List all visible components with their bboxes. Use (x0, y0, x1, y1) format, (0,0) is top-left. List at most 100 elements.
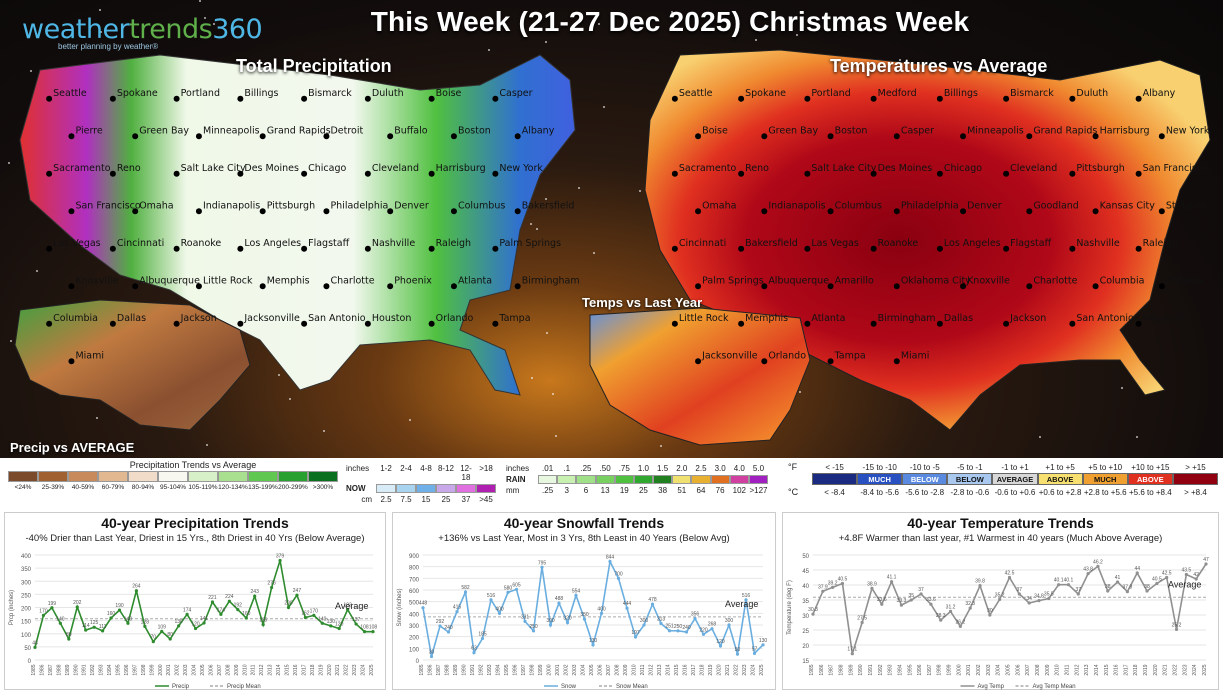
legend-label: >127 (749, 486, 768, 495)
star (659, 445, 662, 448)
data-point (354, 622, 358, 626)
legend-label: .75 (618, 464, 630, 473)
data-point (236, 608, 240, 612)
snow-chart-title: 40-year Snowfall Trends (503, 515, 665, 531)
legend-swatch (128, 471, 158, 482)
data-label: 795 (538, 560, 547, 566)
y-tick-label: 100 (21, 633, 32, 639)
x-tick-label: 1989 (848, 664, 854, 675)
x-tick-label: 2013 (1084, 664, 1090, 675)
x-tick-label: 1992 (479, 664, 485, 675)
x-tick-label: 2014 (1094, 664, 1100, 675)
x-tick-label: 2004 (581, 664, 587, 675)
data-label: 400 (597, 606, 606, 612)
legend-swatch (456, 484, 476, 493)
star (536, 227, 539, 230)
star (552, 392, 555, 395)
city-label: Harrisburg (436, 163, 486, 174)
legend-label: 200-299% (278, 484, 308, 491)
city-dot (671, 170, 678, 177)
legend-label: >18 (479, 464, 493, 473)
city-label: Los Angeles (944, 238, 1001, 249)
data-label: 50 (735, 647, 741, 653)
city-label: Detroit (330, 125, 363, 136)
legend-label: 25 (441, 495, 451, 504)
star (545, 197, 548, 200)
city-label: Grand Rapids (1033, 125, 1097, 136)
city-label: Phoenix (394, 275, 432, 286)
data-label: 38.9 (867, 581, 877, 587)
city-dot (960, 133, 967, 140)
city-dot (364, 320, 371, 327)
city-label: Jackson (180, 313, 217, 324)
city-label: Portland (811, 88, 850, 99)
data-point (168, 637, 172, 641)
data-label: 220 (699, 627, 708, 633)
x-tick-label: 1989 (453, 664, 459, 675)
data-point (948, 609, 953, 613)
legend-label: > +15 (1185, 462, 1206, 472)
data-point (1184, 572, 1188, 577)
star (35, 270, 38, 273)
city-label: Reno (117, 163, 141, 174)
x-tick-label: 2014 (276, 664, 282, 675)
city-label: Bakersfield (522, 200, 575, 211)
x-tick-label: 2000 (158, 664, 164, 675)
legend-label: 4-8 (420, 464, 432, 473)
x-tick-label: 2016 (683, 664, 689, 675)
star (8, 161, 11, 164)
data-label: 40.5 (838, 577, 848, 583)
data-label: 202 (73, 600, 82, 606)
city-dot (195, 133, 202, 140)
y-tick-label: 250 (21, 593, 32, 599)
city-dot (109, 170, 116, 177)
legend-label: -10 to -5 (909, 462, 940, 472)
city-dot (259, 208, 266, 215)
data-point (890, 580, 894, 584)
city-label: Kansas City (1100, 200, 1156, 211)
legend-label: Precip Mean (227, 684, 261, 690)
legend-label: 64 (696, 486, 706, 495)
city-dot (46, 95, 53, 102)
y-tick-label: 400 (409, 612, 420, 618)
city-dot (870, 95, 877, 102)
data-label: 35.5 (1044, 592, 1054, 598)
data-point (1047, 596, 1051, 601)
x-tick-label: 1990 (462, 664, 468, 675)
x-tick-label: 2000 (956, 664, 962, 675)
city-dot (387, 133, 394, 140)
legend-label: Snow Mean (616, 684, 648, 690)
legend-label: > +8.4 (1184, 487, 1207, 497)
city-label: Minneapolis (203, 125, 260, 136)
city-dot (893, 133, 900, 140)
city-label: Pierre (75, 125, 102, 136)
x-tick-label: 2019 (318, 664, 324, 675)
data-label: 42.5 (1005, 571, 1015, 577)
city-dot (893, 208, 900, 215)
city-label: Atlanta (458, 275, 492, 286)
data-point (84, 628, 88, 632)
data-label: 379 (276, 554, 285, 560)
data-label: 30 (429, 650, 435, 656)
legend-label: -15 to -10 (862, 462, 897, 472)
x-tick-label: 2011 (640, 664, 646, 675)
star (795, 34, 798, 37)
data-point (540, 565, 544, 569)
city-label: Jacksonville (243, 313, 300, 324)
y-tick-label: 400 (21, 554, 32, 560)
city-dot (132, 133, 139, 140)
x-tick-label: 1985 (419, 664, 425, 675)
x-tick-label: 2021 (335, 664, 341, 675)
data-label: 554 (572, 588, 581, 594)
city-label: Boston (835, 125, 868, 136)
x-tick-label: 2021 (725, 664, 731, 675)
data-label: 38 (1144, 584, 1150, 590)
city-label: Columbus (835, 200, 882, 211)
city-dot (173, 320, 180, 327)
data-label: 120 (716, 639, 725, 645)
city-dot (1158, 208, 1165, 215)
x-tick-label: 2023 (1182, 664, 1188, 675)
x-tick-label: 2024 (1192, 664, 1198, 675)
city-dot (1069, 170, 1076, 177)
legend-label: .25 (542, 486, 554, 495)
